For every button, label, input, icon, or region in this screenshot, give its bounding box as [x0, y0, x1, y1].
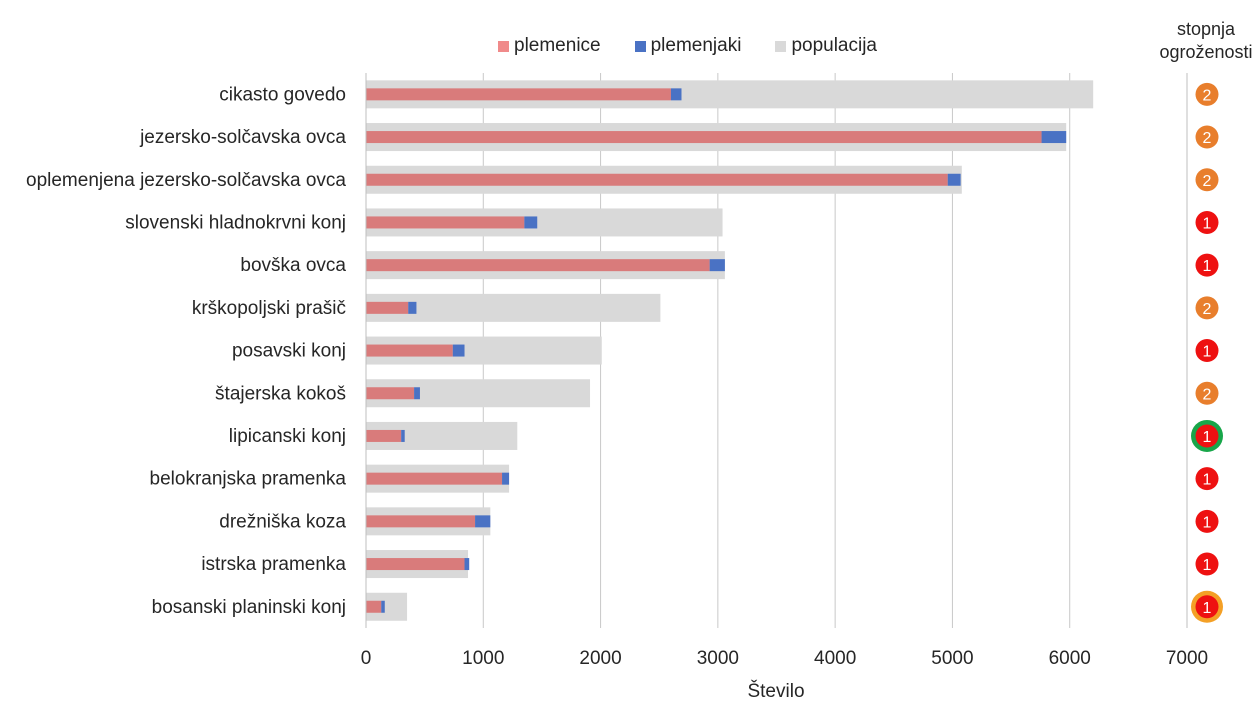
category-label: cikasto govedo	[219, 84, 346, 105]
endangerment-marker	[1195, 296, 1219, 320]
legend-item-populacija: populacija	[775, 35, 877, 57]
bar-plemenjaki	[1041, 131, 1067, 144]
bar-plemenjaki	[381, 600, 385, 613]
endangerment-marker	[1195, 210, 1219, 234]
endangerment-marker	[1195, 595, 1219, 619]
endangerment-marker	[1195, 253, 1219, 277]
bar-plemenice	[366, 301, 409, 314]
legend-swatch-populacija	[775, 40, 787, 52]
category-label: bosanski planinski konj	[152, 597, 346, 618]
category-label: krškopoljski prašič	[192, 298, 346, 319]
endangerment-level: 2	[1203, 130, 1212, 147]
bar-plemenice	[366, 344, 453, 357]
endangerment-marker	[1195, 509, 1219, 533]
category-label: drežniška koza	[219, 511, 346, 532]
category-label: belokranjska pramenka	[150, 469, 347, 490]
endangerment-header-line1: stopnja	[1176, 19, 1236, 39]
bar-plemenjaki	[401, 429, 405, 442]
bar-plemenjaki	[464, 558, 470, 571]
endangerment-level: 2	[1203, 87, 1212, 104]
bar-plemenice	[366, 558, 465, 571]
x-tick-label: 4000	[814, 648, 856, 669]
legend-label-populacija: populacija	[791, 35, 878, 56]
x-tick-label: 0	[361, 648, 372, 669]
endangerment-header-line2: ogroženosti	[1159, 42, 1253, 62]
bar-plemenjaki	[524, 216, 538, 229]
bar-plemenice	[366, 131, 1042, 144]
x-tick-label: 5000	[931, 648, 973, 669]
bar-plemenice	[366, 600, 382, 613]
endangerment-level: 2	[1203, 173, 1212, 190]
bar-plemenjaki	[452, 344, 465, 357]
endangerment-marker	[1195, 82, 1219, 106]
endangerment-level: 1	[1203, 258, 1212, 275]
endangerment-level: 2	[1203, 386, 1212, 403]
category-label: štajerska kokoš	[215, 383, 346, 404]
endangerment-marker	[1195, 467, 1219, 491]
bar-plemenice	[366, 216, 525, 229]
bar-plemenjaki	[475, 515, 491, 528]
bar-plemenjaki	[414, 387, 420, 400]
x-tick-label: 7000	[1166, 648, 1208, 669]
x-tick-label: 3000	[697, 648, 739, 669]
bar-plemenice	[366, 88, 671, 101]
endangerment-marker	[1195, 168, 1219, 192]
x-tick-label: 1000	[462, 648, 504, 669]
endangerment-level: 1	[1203, 215, 1212, 232]
endangerment-marker	[1195, 552, 1219, 576]
bar-plemenice	[366, 472, 503, 485]
endangerment-marker	[1195, 424, 1219, 448]
bar-plemenice	[366, 429, 402, 442]
legend-label-plemenjaki: plemenjaki	[650, 35, 742, 56]
bar-plemenjaki	[670, 88, 682, 101]
x-tick-label: 6000	[1049, 648, 1091, 669]
category-label: slovenski hladnokrvni konj	[125, 212, 346, 233]
bar-plemenice	[366, 387, 415, 400]
bar-plemenjaki	[408, 301, 417, 314]
endangerment-marker	[1195, 125, 1219, 149]
endangerment-marker	[1195, 381, 1219, 405]
bar-plemenjaki	[947, 173, 961, 186]
bar-plemenjaki	[502, 472, 510, 485]
bar-plemenice	[366, 259, 710, 272]
endangerment-level: 2	[1203, 301, 1212, 318]
x-tick-label: 2000	[579, 648, 621, 669]
legend: plemenice plemenjaki populacija	[498, 35, 911, 57]
legend-label-plemenice: plemenice	[514, 35, 601, 56]
bar-plemenice	[366, 515, 476, 528]
endangerment-level: 1	[1203, 429, 1212, 446]
category-label: istrska pramenka	[201, 554, 346, 575]
endangerment-marker	[1195, 339, 1219, 363]
bar-plemenjaki	[709, 259, 725, 272]
category-label: jezersko-solčavska ovca	[139, 127, 346, 148]
category-label: posavski konj	[232, 341, 346, 362]
endangerment-level: 1	[1203, 344, 1212, 361]
legend-swatch-plemenice	[498, 40, 509, 52]
bar-plemenice	[366, 173, 948, 186]
legend-item-plemenjaki: plemenjaki	[634, 35, 742, 57]
endangerment-level: 1	[1203, 514, 1212, 531]
endangerment-header: stopnja ogroženosti	[1140, 18, 1254, 64]
endangerment-level: 1	[1203, 600, 1212, 617]
legend-swatch-plemenjaki	[634, 40, 646, 52]
category-label: lipicanski konj	[229, 426, 346, 447]
category-label: oplemenjena jezersko-solčavska ovca	[26, 170, 346, 191]
category-label: bovška ovca	[240, 255, 346, 276]
endangerment-level: 1	[1203, 472, 1212, 489]
endangerment-level: 1	[1203, 557, 1212, 574]
x-axis-title: Število	[747, 680, 804, 702]
legend-item-plemenice: plemenice	[498, 35, 601, 57]
